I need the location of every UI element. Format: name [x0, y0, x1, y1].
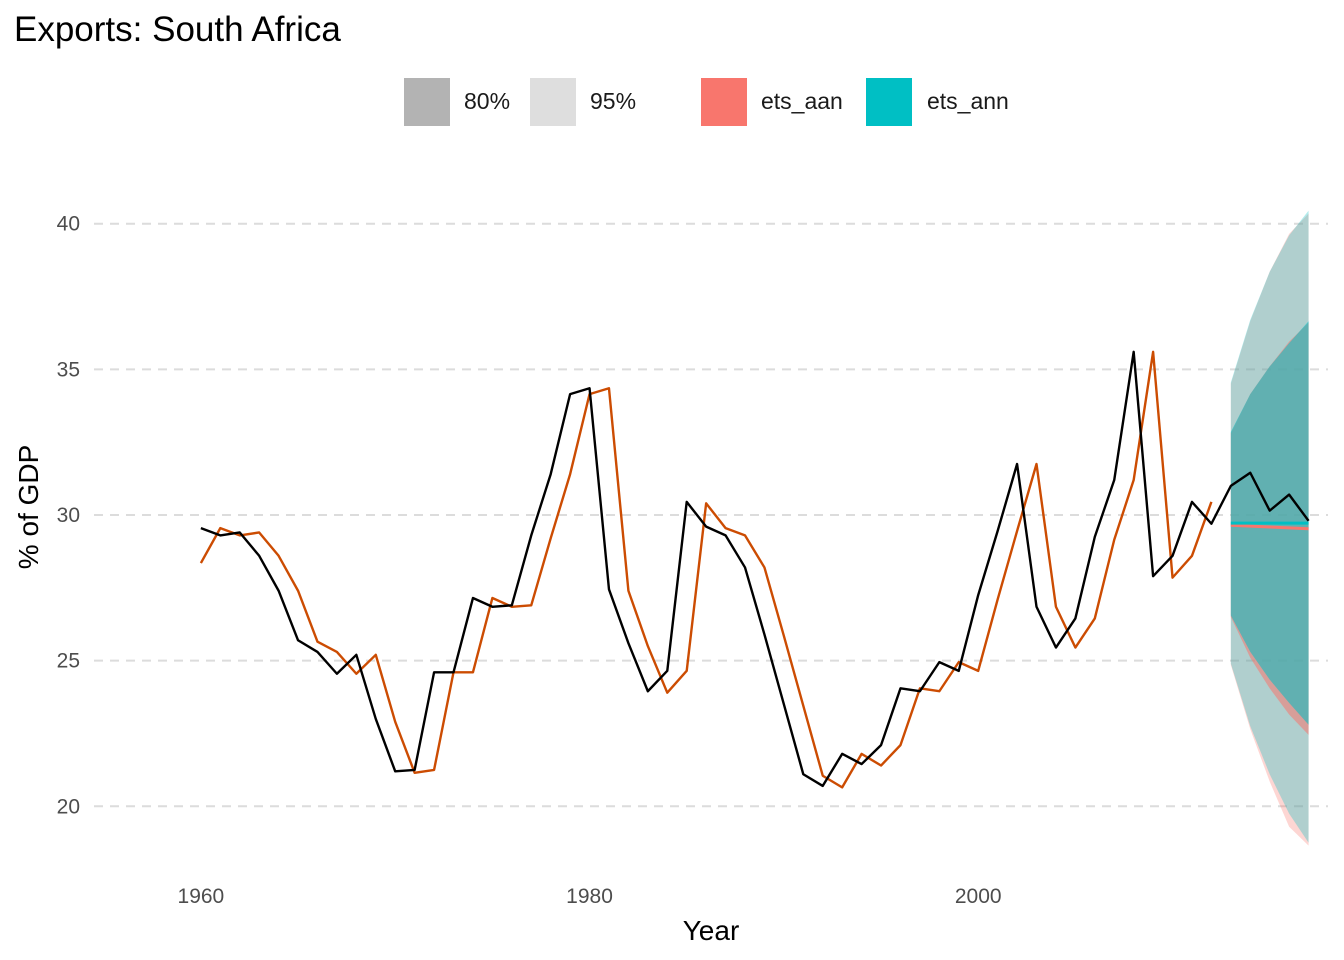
fitted-series-line	[199, 350, 1213, 789]
y-tick-label-20: 20	[57, 795, 80, 818]
legend-key-ets-ann	[866, 78, 912, 126]
x-tick-label-1980: 1980	[566, 885, 613, 908]
legend-label-80: 80%	[464, 88, 511, 114]
ets-aan-mean-line	[1230, 523, 1309, 531]
series-lines	[199, 350, 1310, 789]
legend-key-80	[404, 78, 450, 126]
legend-key-95	[530, 78, 576, 126]
y-axis-ticks: 20 25 30 35 40	[57, 213, 80, 819]
x-axis-title: Year	[683, 915, 740, 946]
y-tick-label-25: 25	[57, 650, 80, 673]
chart-title: Exports: South Africa	[14, 10, 341, 49]
observed-series-line	[200, 350, 1310, 788]
x-axis-ticks: 1960 1980 2000	[178, 885, 1002, 908]
legend-label-ets-ann: ets_ann	[927, 88, 1009, 114]
legend-label-ets-aan: ets_aan	[761, 88, 843, 114]
legend-key-ets-aan	[701, 78, 747, 126]
y-tick-label-35: 35	[57, 358, 80, 381]
legend-label-95: 95%	[590, 88, 637, 114]
y-axis-title: % of GDP	[13, 445, 44, 569]
x-tick-label-1960: 1960	[178, 885, 225, 908]
grid	[94, 222, 1328, 808]
x-tick-label-2000: 2000	[955, 885, 1002, 908]
y-tick-label-30: 30	[57, 504, 80, 527]
y-tick-label-40: 40	[57, 213, 80, 236]
